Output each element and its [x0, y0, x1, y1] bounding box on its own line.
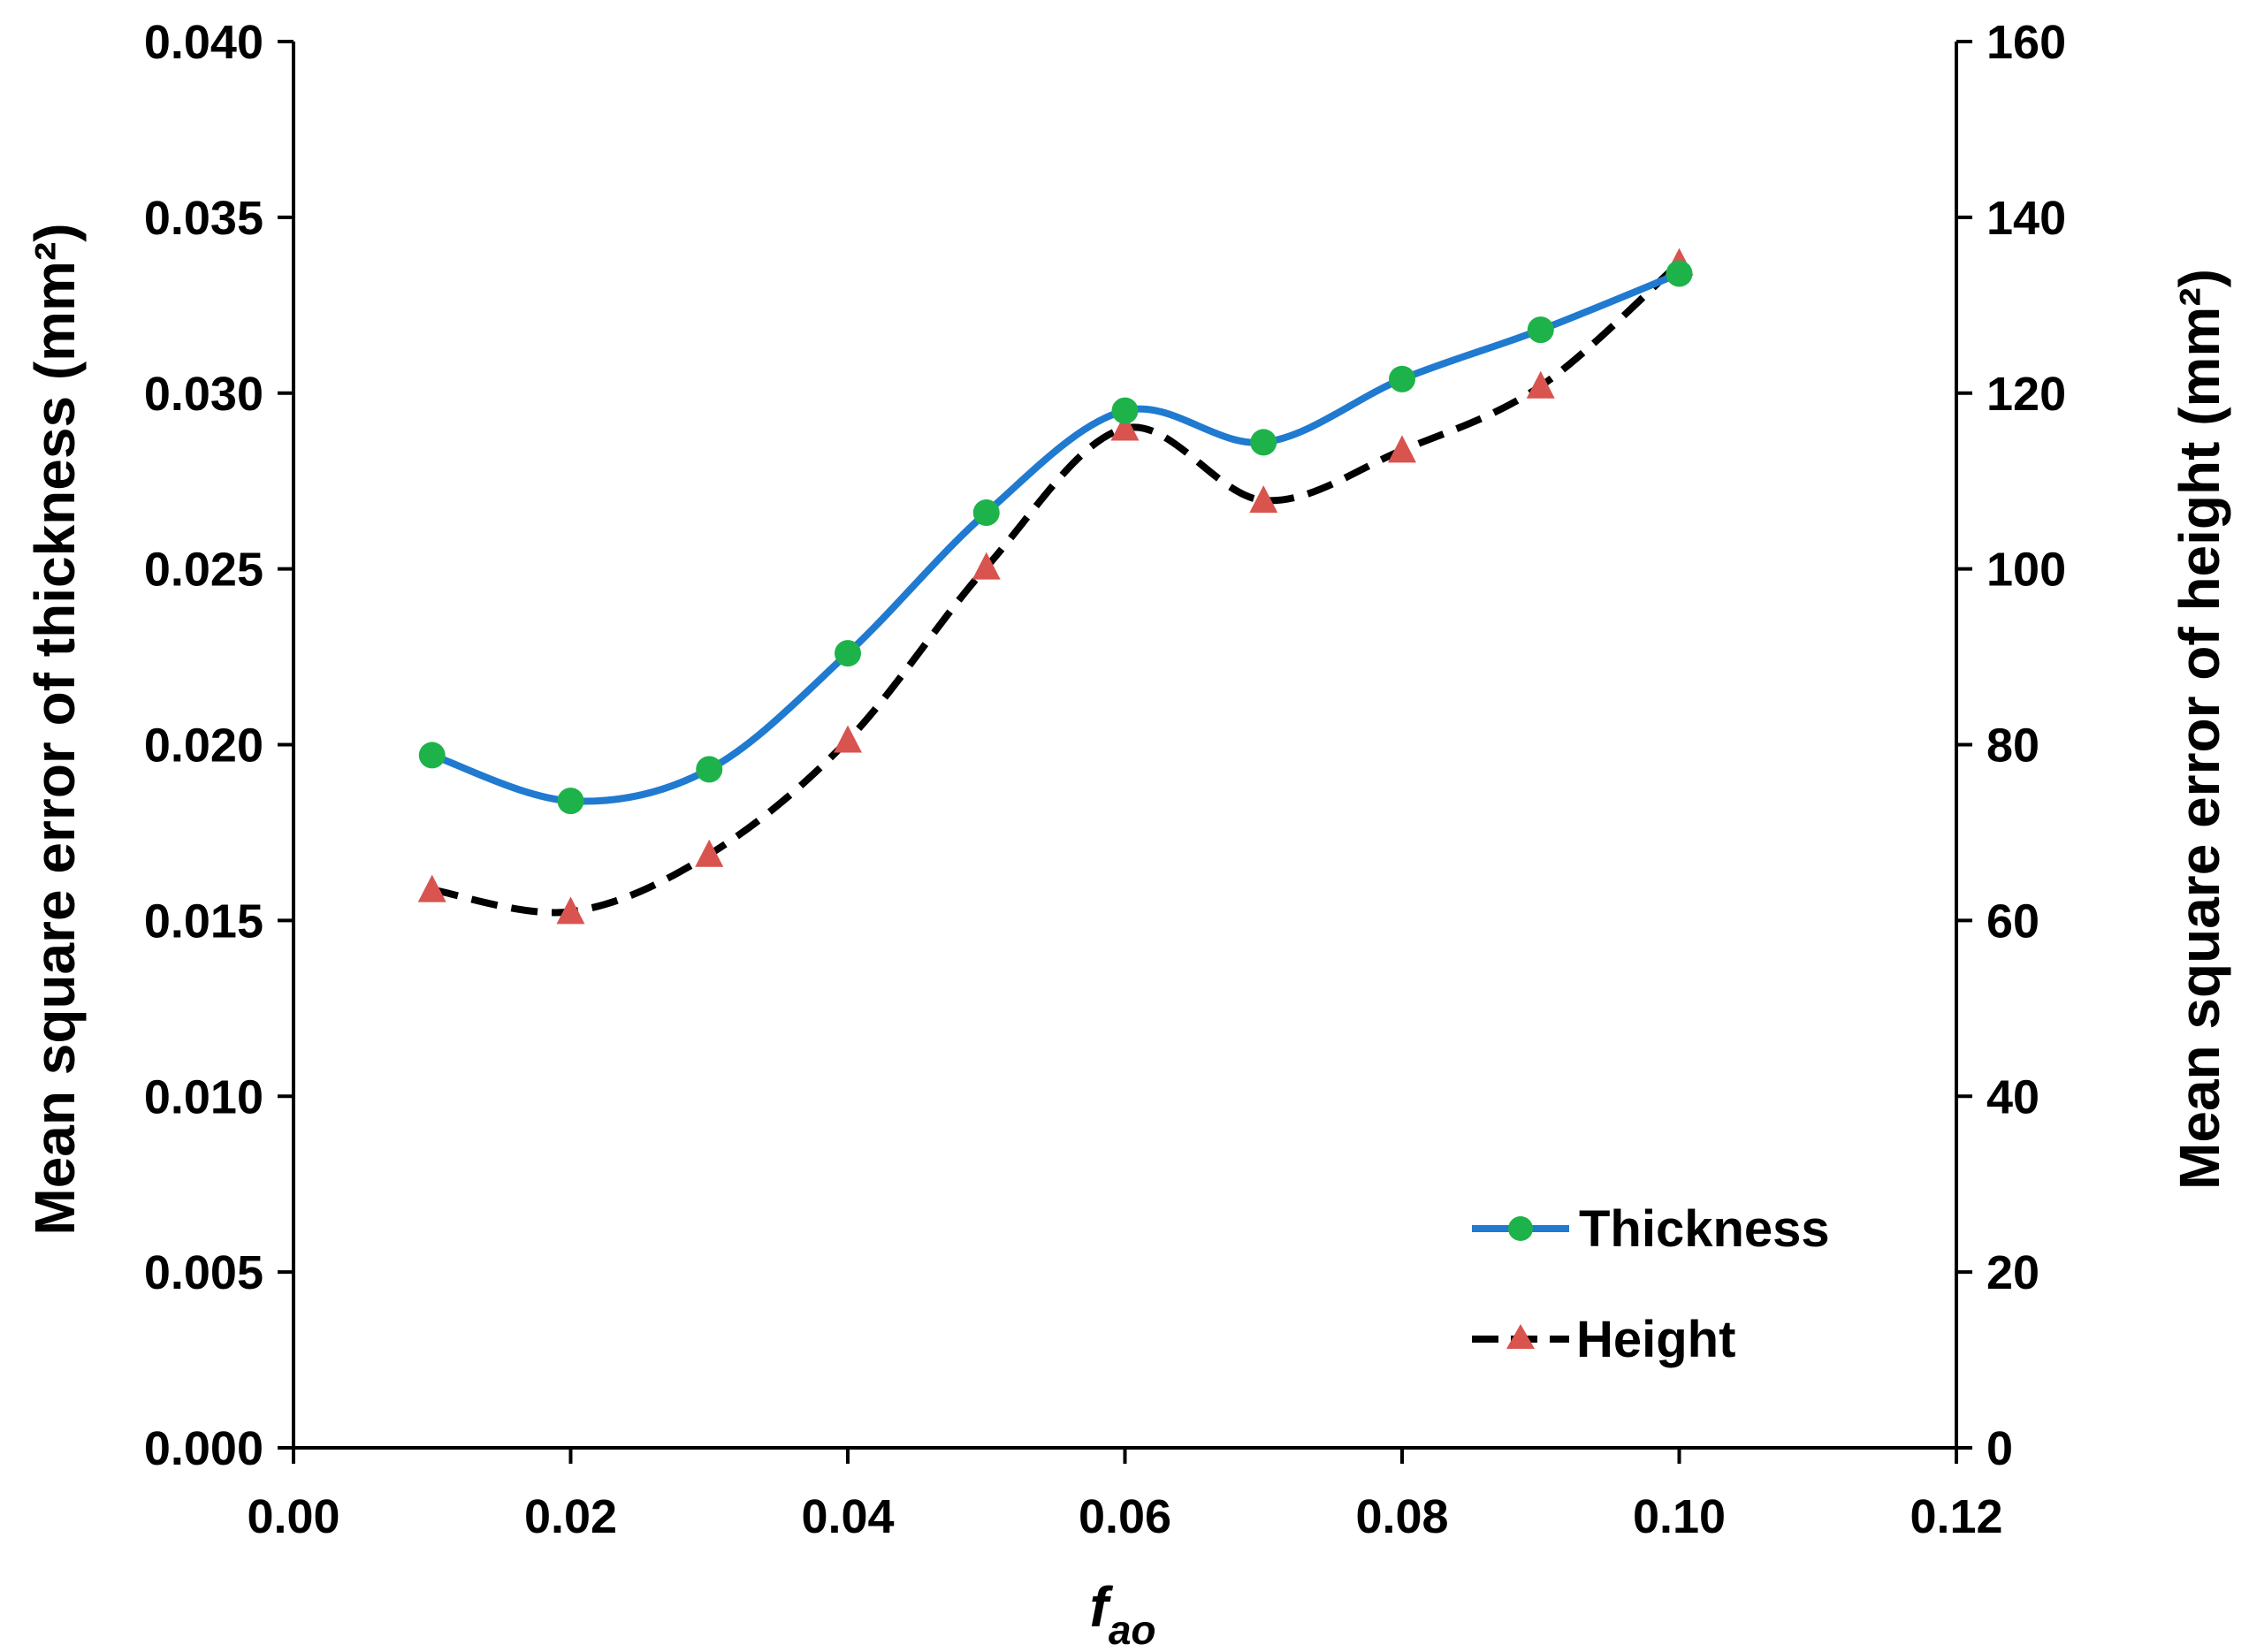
series-line-height: [431, 260, 1682, 917]
legend-item-height: Height: [1472, 1311, 1735, 1368]
legend-thickness-marker: [1508, 1216, 1533, 1241]
y-right-tick-label: 120: [1986, 368, 2066, 421]
y-left-tick-label: 0.010: [144, 1070, 263, 1123]
x-axis-title-sub: ao: [1109, 1607, 1156, 1652]
y-left-tick-label: 0.030: [144, 368, 263, 421]
data-point-thickness: [972, 499, 1000, 526]
y-right-tick-label: 160: [1986, 16, 2066, 69]
data-point-height: [1249, 485, 1278, 514]
y-left-tick-label: 0.025: [144, 544, 263, 597]
data-point-height: [1388, 435, 1416, 463]
x-tick-label: 0.06: [1079, 1490, 1171, 1543]
y-right-tick-label: 0: [1986, 1422, 2013, 1475]
data-point-thickness: [1389, 365, 1415, 392]
y-right-tick-label: 60: [1986, 895, 2039, 948]
data-point-height: [1526, 370, 1555, 399]
data-point-height: [417, 874, 446, 902]
x-tick-label: 0.02: [524, 1490, 617, 1543]
y-right-tick-label: 140: [1986, 192, 2066, 245]
data-point-thickness: [1666, 260, 1693, 287]
data-point-thickness: [1111, 397, 1139, 424]
legend: Thickness Height: [1472, 1200, 1830, 1368]
y-right-axis-title: Mean square error of height (mm²): [2168, 269, 2231, 1190]
data-point-thickness: [1250, 429, 1277, 456]
y-left-tick-label: 0.035: [144, 192, 263, 245]
x-axis-title: fao: [1090, 1575, 1156, 1652]
data-point-height: [556, 896, 585, 925]
y-left-tick-label: 0.000: [144, 1422, 263, 1475]
data-point-thickness: [557, 788, 584, 815]
data-point-thickness: [696, 756, 723, 783]
data-point-height: [972, 552, 1001, 580]
legend-thickness-label: Thickness: [1579, 1200, 1830, 1258]
data-point-height: [695, 839, 724, 867]
y-right-tick-label: 80: [1986, 719, 2039, 773]
legend-item-thickness: Thickness: [1472, 1200, 1830, 1258]
y-right-tick-label: 40: [1986, 1070, 2039, 1123]
data-point-height: [1110, 413, 1140, 441]
y-left-tick-label: 0.020: [144, 719, 263, 773]
data-point-height: [834, 725, 862, 753]
y-right-tick-label: 20: [1986, 1246, 2039, 1299]
data-point-thickness: [418, 742, 446, 769]
y-left-tick-label: 0.040: [144, 16, 263, 69]
y-left-axis-title: Mean square error of thickness (mm²): [23, 223, 87, 1235]
legend-height-marker: [1506, 1324, 1535, 1349]
series-line-thickness: [431, 270, 1681, 805]
series: [417, 247, 1694, 925]
legend-height-label: Height: [1576, 1311, 1735, 1368]
y-left-tick-label: 0.005: [144, 1246, 263, 1299]
data-point-thickness: [1527, 316, 1554, 344]
x-tick-label: 0.08: [1355, 1490, 1448, 1543]
data-point-thickness: [835, 640, 861, 667]
y-left-tick-label: 0.015: [144, 895, 263, 948]
ticks: 0.00 0.02 0.04 0.06 0.08 0.10 0.12 0.000 0.005 0.…: [144, 16, 2066, 1543]
y-right-tick-label: 100: [1986, 544, 2066, 597]
x-tick-label: 0.10: [1633, 1490, 1726, 1543]
x-tick-label: 0.04: [801, 1490, 894, 1543]
x-tick-label: 0.00: [247, 1490, 339, 1543]
x-tick-label: 0.12: [1910, 1490, 2002, 1543]
